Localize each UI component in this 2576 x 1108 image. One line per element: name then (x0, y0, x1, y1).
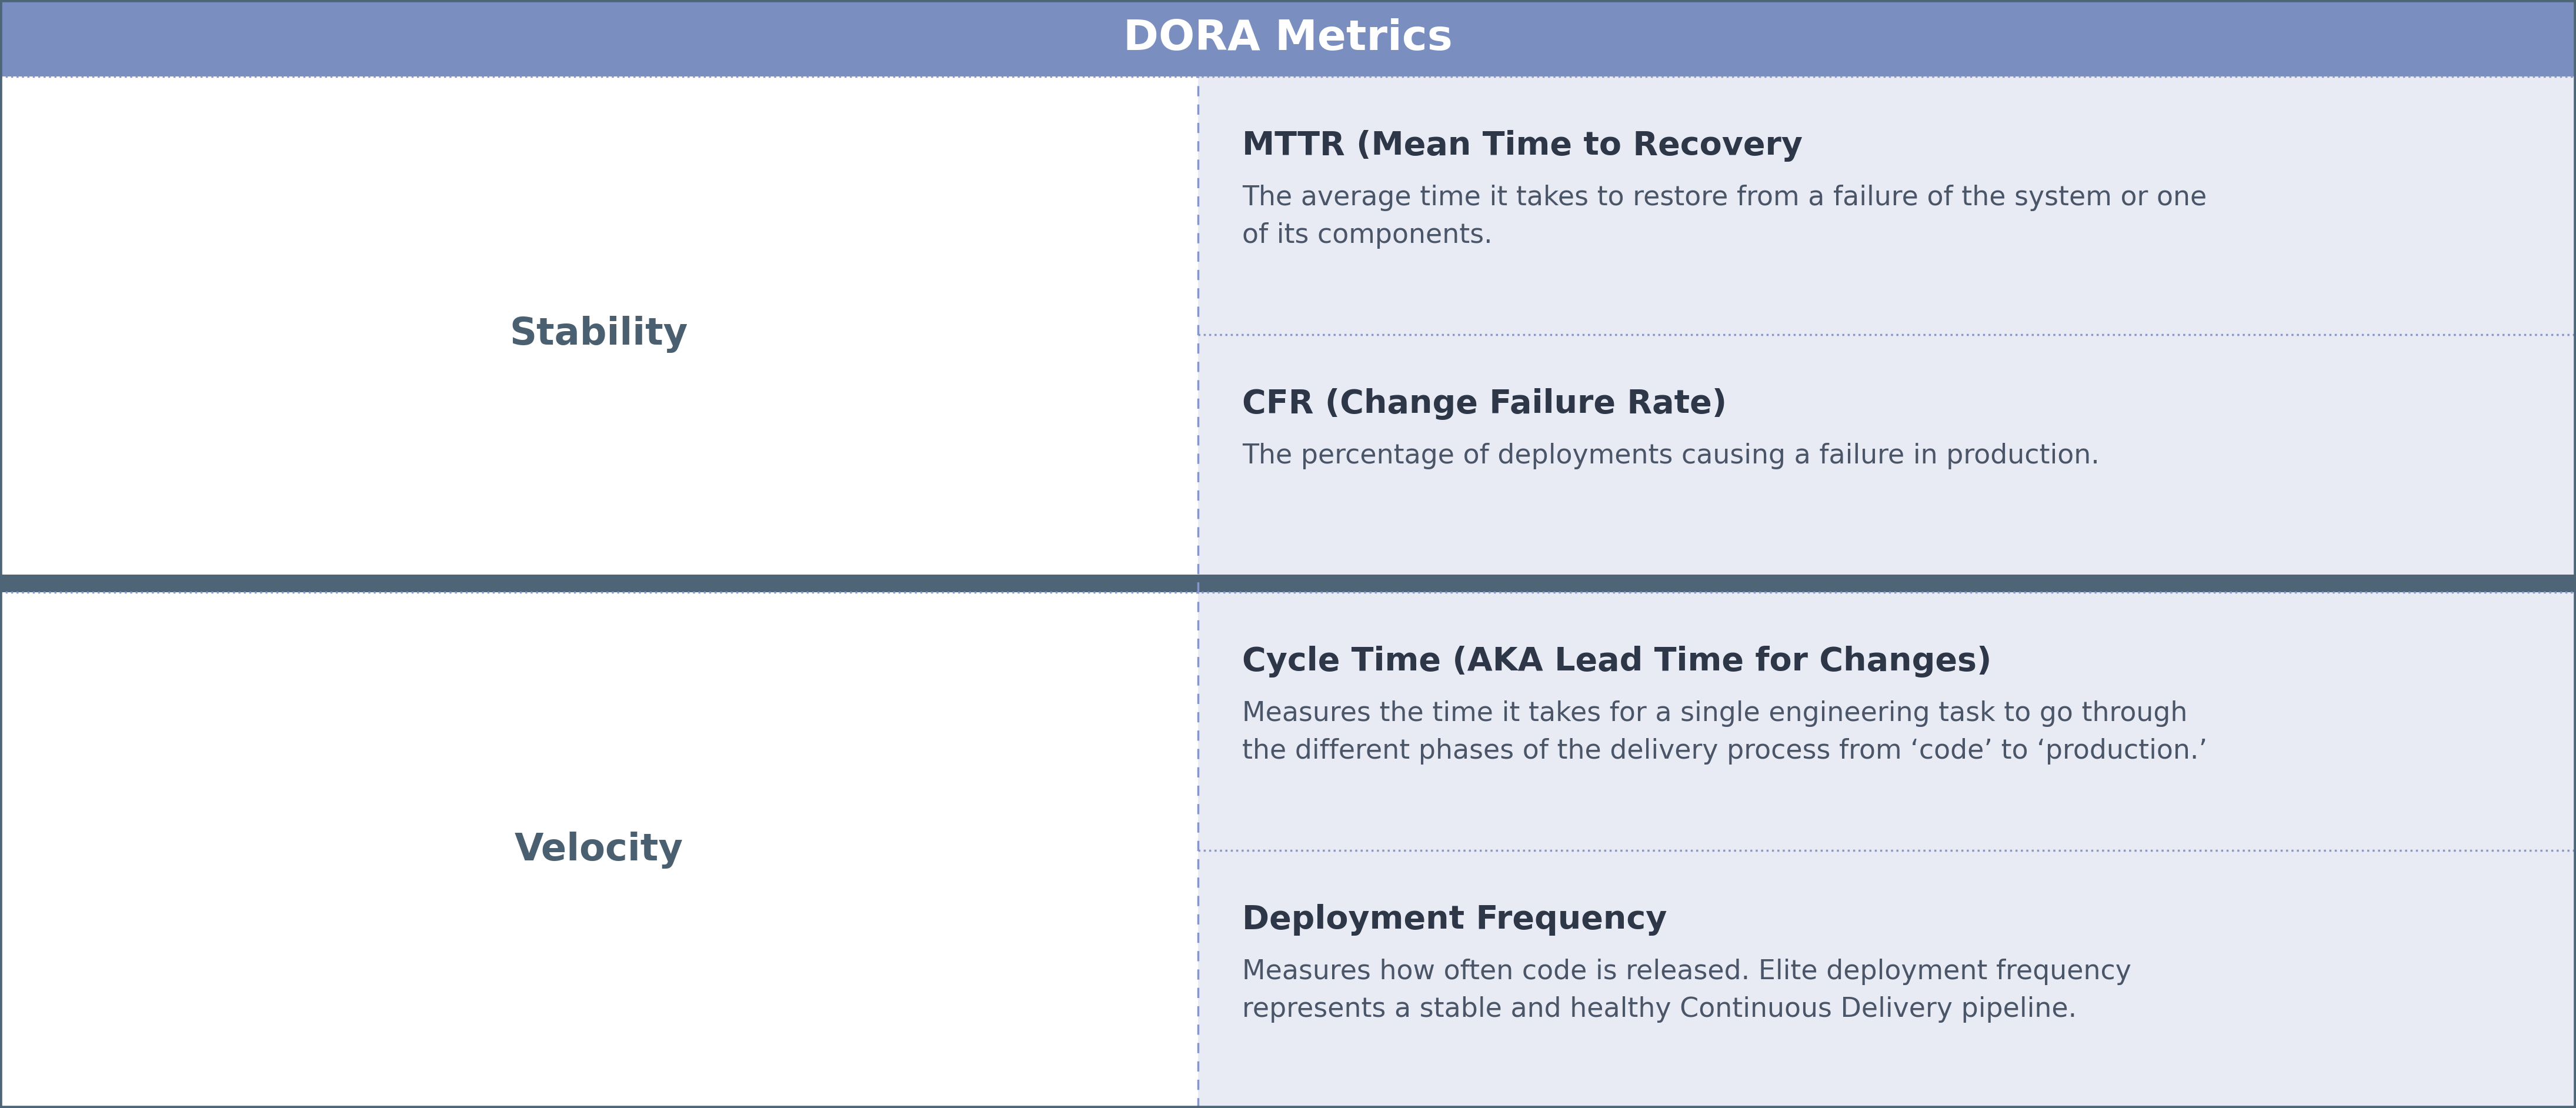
FancyBboxPatch shape (0, 575, 2576, 593)
Text: The percentage of deployments causing a failure in production.: The percentage of deployments causing a … (1242, 443, 2099, 469)
FancyBboxPatch shape (1198, 76, 2576, 593)
Text: DORA Metrics: DORA Metrics (1123, 18, 1453, 59)
Text: Deployment Frequency: Deployment Frequency (1242, 904, 1667, 935)
Text: Cycle Time (AKA Lead Time for Changes): Cycle Time (AKA Lead Time for Changes) (1242, 646, 1991, 678)
Text: Measures how often code is released. Elite deployment frequency
represents a sta: Measures how often code is released. Eli… (1242, 958, 2130, 1023)
FancyBboxPatch shape (0, 76, 1198, 593)
Text: CFR (Change Failure Rate): CFR (Change Failure Rate) (1242, 388, 1726, 420)
Text: MTTR (Mean Time to Recovery: MTTR (Mean Time to Recovery (1242, 131, 1803, 162)
Text: Velocity: Velocity (515, 832, 683, 869)
Text: Measures the time it takes for a single engineering task to go through
the diffe: Measures the time it takes for a single … (1242, 700, 2208, 765)
Text: Stability: Stability (510, 316, 688, 352)
FancyBboxPatch shape (1198, 593, 2576, 1108)
Text: The average time it takes to restore from a failure of the system or one
of its : The average time it takes to restore fro… (1242, 185, 2208, 249)
FancyBboxPatch shape (0, 0, 2576, 76)
FancyBboxPatch shape (0, 593, 1198, 1108)
